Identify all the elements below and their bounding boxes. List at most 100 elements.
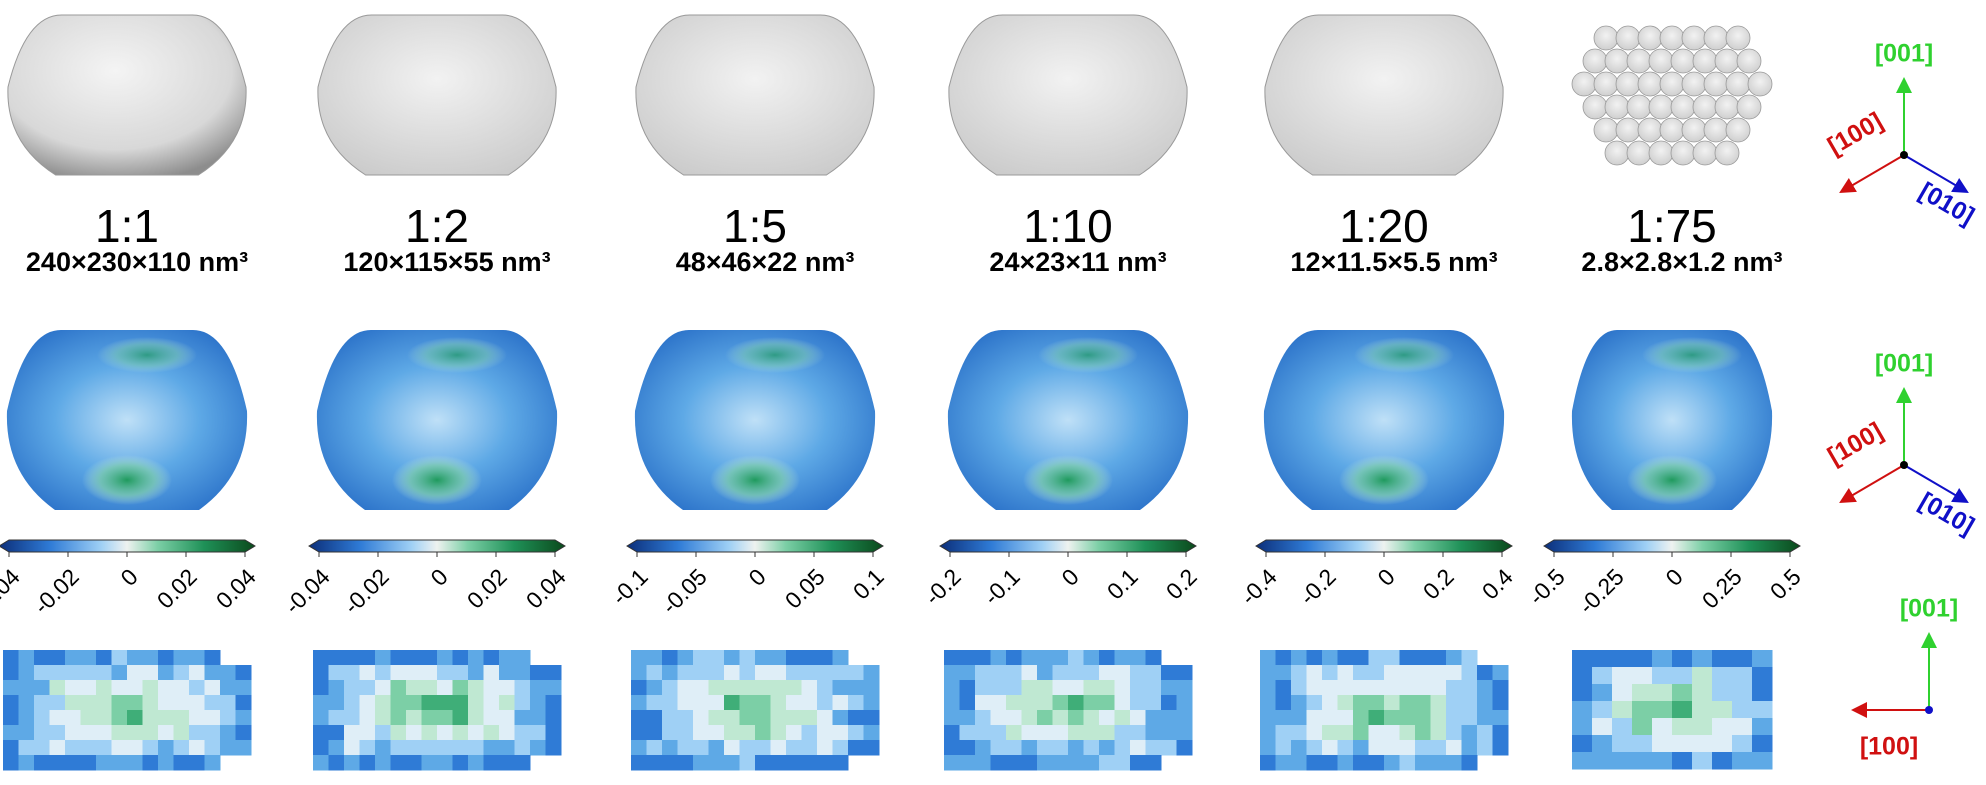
pixel (1006, 650, 1022, 666)
pixel (189, 710, 205, 726)
pixel (530, 695, 546, 711)
pixel (1021, 680, 1038, 696)
pixel (328, 740, 345, 756)
pixel (832, 665, 849, 681)
axis-z-label: [001] (1875, 40, 1933, 68)
pixel (344, 680, 360, 696)
pixel (1732, 735, 1753, 753)
pixel (65, 650, 81, 666)
pixel (944, 710, 960, 726)
pixel (1612, 667, 1633, 685)
pixel (677, 680, 694, 696)
pixel (127, 725, 143, 741)
pixel (801, 725, 818, 741)
pixel (1732, 701, 1753, 719)
pixel (631, 710, 647, 726)
pixel (390, 695, 407, 711)
ratio-label: 1:75 (1627, 200, 1717, 252)
pixel (990, 755, 1007, 771)
pixel (1572, 735, 1593, 753)
particle (1264, 14, 1504, 176)
pixel (65, 710, 81, 726)
pixel (1399, 725, 1416, 741)
pixel (1006, 680, 1022, 696)
atom (1593, 25, 1619, 51)
pixel (1260, 740, 1276, 756)
pixel (328, 650, 345, 666)
pixel (801, 665, 818, 681)
pixel (1415, 665, 1431, 681)
pixel (1632, 684, 1653, 702)
axis-x (1839, 464, 1905, 504)
pixel (646, 665, 663, 681)
pixel (158, 695, 174, 711)
pixel (421, 680, 438, 696)
pixel (390, 725, 407, 741)
pixel (406, 680, 422, 696)
pixel (3, 680, 19, 696)
pixel (1275, 725, 1292, 741)
colorbar-tick-label: 0.5 (1765, 563, 1806, 604)
pixel (801, 695, 818, 711)
strain-hotspot (1038, 337, 1138, 373)
pixel (1037, 680, 1053, 696)
pixel (1692, 752, 1713, 770)
pixel (1306, 710, 1323, 726)
pixel (96, 680, 112, 696)
pixel (832, 740, 849, 756)
pixel (801, 740, 818, 756)
pixel (18, 680, 35, 696)
pixel (693, 725, 709, 741)
pixel (437, 710, 453, 726)
ratio-label: 1:20 (1339, 200, 1429, 252)
pixel (111, 725, 128, 741)
pixel (235, 740, 252, 756)
strain-hotspot (1023, 455, 1113, 505)
pixel (975, 650, 991, 666)
pixel (1446, 680, 1462, 696)
pixel (1130, 680, 1146, 696)
colorbar (1255, 539, 1513, 553)
pixel (1130, 740, 1146, 756)
pixel (944, 695, 960, 711)
atom (1648, 48, 1674, 74)
pixel (1353, 725, 1369, 741)
pixel (1006, 695, 1022, 711)
pixel (817, 740, 833, 756)
pixel (770, 665, 787, 681)
pixel (344, 755, 360, 771)
pixel (1068, 680, 1084, 696)
pixel (34, 725, 50, 741)
pixel (1399, 665, 1416, 681)
pixel (375, 650, 391, 666)
pixel (142, 740, 159, 756)
pixel (111, 695, 128, 711)
pixel (18, 665, 35, 681)
pixel (1415, 680, 1431, 696)
pixel (204, 680, 221, 696)
pixel (1099, 680, 1115, 696)
pixel (1130, 710, 1146, 726)
pixel (390, 680, 407, 696)
pixel (468, 650, 484, 666)
pixel (1415, 755, 1431, 771)
pixel (1572, 684, 1593, 702)
pixel (437, 680, 453, 696)
pixel (1099, 650, 1115, 666)
pixel (959, 710, 976, 726)
pixel (344, 650, 360, 666)
pixel (1752, 752, 1773, 770)
pixel (483, 695, 500, 711)
pixel (708, 680, 725, 696)
pixel (204, 710, 221, 726)
pixel (3, 665, 19, 681)
pixel (1145, 740, 1162, 756)
atom (1615, 117, 1641, 143)
size-label: 24×23×11 nm³ (989, 247, 1166, 277)
pixel (375, 710, 391, 726)
pixel (708, 725, 725, 741)
pixel (1430, 695, 1447, 711)
pixel (848, 710, 864, 726)
axis-x (1839, 154, 1905, 194)
pixel (142, 650, 159, 666)
